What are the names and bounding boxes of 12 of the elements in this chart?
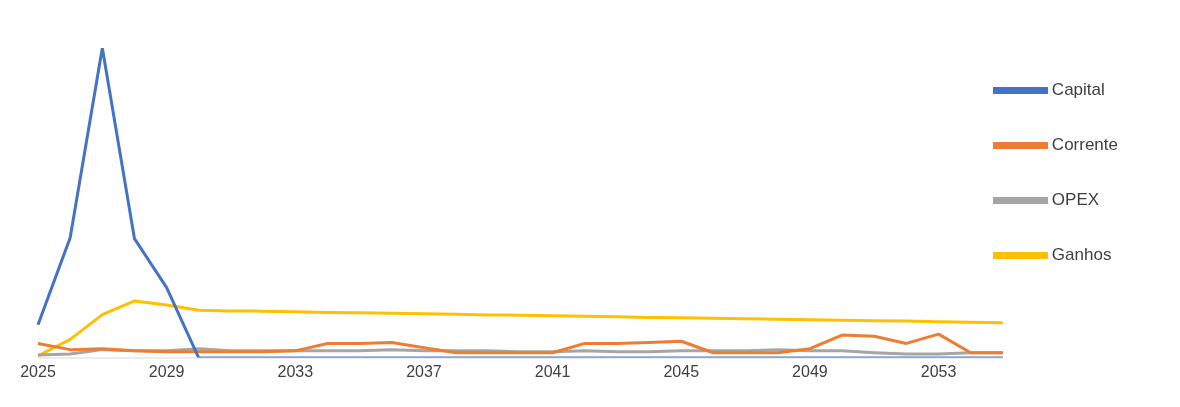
x-tick-label: 2041 <box>534 363 571 381</box>
legend-label: OPEX <box>1051 189 1100 209</box>
x-tick-label: 2045 <box>663 363 700 381</box>
x-tick-label: 2053 <box>920 363 957 381</box>
x-tick-label: 2049 <box>792 363 828 381</box>
legend-label: Capital <box>1051 79 1105 99</box>
legend-label: Ganhos <box>1051 244 1112 264</box>
legend-label: Corrente <box>1051 134 1118 154</box>
x-tick-label: 2029 <box>148 363 185 381</box>
x-tick-label: 2033 <box>277 363 314 381</box>
x-tick-label: 2037 <box>406 363 442 381</box>
x-tick-label: 2025 <box>20 363 56 381</box>
